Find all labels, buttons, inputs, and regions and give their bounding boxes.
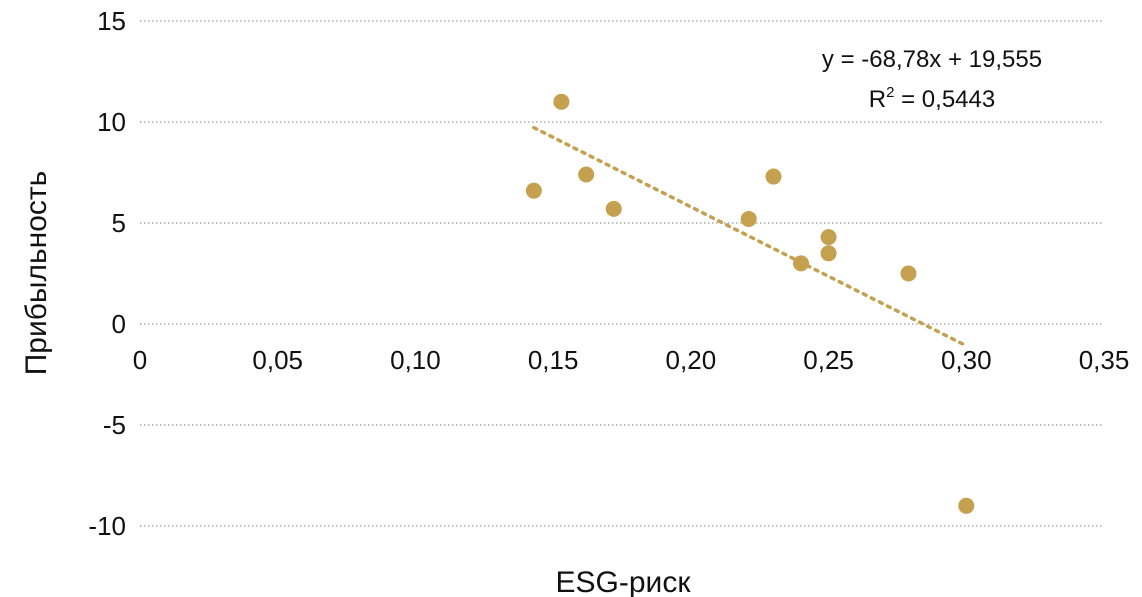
trendline-equation: y = -68,78x + 19,555 <box>822 46 1042 73</box>
y-axis-title: Прибыльность <box>20 171 53 376</box>
data-point <box>793 255 810 272</box>
x-tick-label: 0,35 <box>1079 345 1130 375</box>
x-tick-label: 0,30 <box>941 345 992 375</box>
x-tick-label: 0,15 <box>528 345 579 375</box>
y-tick-label: -10 <box>88 511 126 541</box>
r-squared-label: R2 = 0,5443 <box>869 84 995 113</box>
x-tick-label: 0,20 <box>666 345 717 375</box>
data-points <box>525 93 975 514</box>
trendline <box>532 125 969 348</box>
data-point <box>553 93 570 110</box>
data-point <box>958 497 975 514</box>
data-point <box>820 229 837 246</box>
data-point <box>740 210 757 227</box>
x-tick-label: 0 <box>133 345 147 375</box>
y-tick-label: 10 <box>97 107 126 137</box>
y-tick-label: 5 <box>112 208 126 238</box>
r-squared-value: = 0,5443 <box>894 86 995 113</box>
x-tick-labels: 0 0,05 0,10 0,15 0,20 0,25 0,30 0,35 <box>133 345 1130 375</box>
y-tick-label: 15 <box>97 6 126 36</box>
data-point <box>525 182 542 199</box>
data-point <box>820 245 837 262</box>
x-tick-label: 0,10 <box>390 345 441 375</box>
x-tick-label: 0,05 <box>252 345 303 375</box>
data-point <box>605 200 622 217</box>
data-point <box>900 265 917 282</box>
data-point <box>765 168 782 185</box>
y-tick-labels: 15 10 5 0 -5 -10 <box>88 6 126 541</box>
r-squared-prefix: R <box>869 86 886 113</box>
x-tick-label: 0,25 <box>803 345 854 375</box>
grid-lines <box>140 20 1104 527</box>
x-axis-title: ESG-риск <box>556 566 692 597</box>
y-tick-label: -5 <box>103 410 126 440</box>
y-tick-label: 0 <box>112 309 126 339</box>
data-point <box>578 166 595 183</box>
r-squared-superscript: 2 <box>886 84 894 101</box>
trendline-layer <box>532 125 969 348</box>
